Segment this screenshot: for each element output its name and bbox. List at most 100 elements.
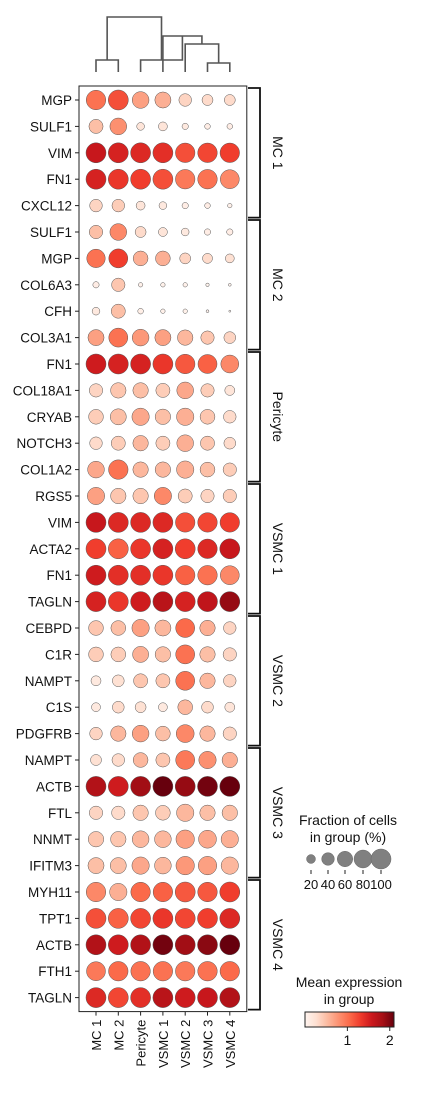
dot [109,117,127,136]
dot [111,805,126,820]
dot [158,702,168,712]
dot [197,169,218,190]
dot [182,308,188,314]
dot [200,489,215,503]
dot [131,856,150,875]
dot [137,308,144,315]
dot [177,699,193,715]
dot [89,383,103,398]
dot [176,460,195,479]
dot [223,437,236,450]
dot [198,830,217,849]
dot [108,776,129,797]
dot [112,701,125,714]
gene-label: SULF1 [30,225,72,240]
gene-label: MYH11 [28,885,72,900]
column-label: MC 1 [89,1020,104,1051]
dot [174,908,196,929]
dot [221,804,238,821]
dot [197,591,218,612]
dot [197,934,218,956]
dot [219,591,241,612]
dot [85,934,107,956]
dot [110,382,127,399]
dot [198,751,217,769]
dot [224,94,236,106]
dot [86,90,106,110]
gene-label: RGS5 [35,489,72,504]
dot [220,169,240,189]
dot [86,248,106,268]
dot [200,330,215,345]
gene-label: SULF1 [30,119,72,134]
dot [201,94,214,106]
group-bracket [248,615,261,747]
column-label: VSMC 3 [201,1020,216,1068]
dot [154,408,171,425]
dot [219,538,241,560]
dot [197,354,218,374]
dot [222,462,237,477]
dot [219,881,241,903]
dot [130,882,151,902]
dot [85,987,107,1008]
dot [152,591,174,612]
size-legend-title: Fraction of cells [299,812,397,828]
gene-label: CFH [44,304,72,319]
dot [175,512,196,533]
dot [219,987,241,1008]
dot [182,282,188,288]
dot [130,776,151,797]
dot [108,327,129,348]
dot [204,228,211,236]
dot [219,961,240,982]
dot [175,565,196,586]
dot [158,227,168,237]
dot [224,701,236,713]
dot [152,961,173,982]
dot [132,804,149,821]
gene-label: VIM [48,146,72,161]
dot [108,961,129,982]
column-label: VSMC 2 [178,1020,193,1068]
dot [110,620,126,636]
dot [152,512,174,533]
dot [152,353,174,375]
dot [108,908,129,929]
gene-label: CXCL12 [21,199,72,214]
gene-label: COL6A3 [20,278,72,293]
dot [223,331,236,344]
dot [132,382,149,399]
size-legend-label: 100 [370,877,392,892]
dot [223,621,237,635]
dot [219,776,241,797]
dot [154,91,172,109]
dot [85,142,107,164]
dot [197,512,218,533]
dot [174,591,196,612]
dot [176,381,194,400]
gene-label: ACTB [36,938,72,953]
dot [225,253,235,264]
dot [226,123,233,130]
gene-label: NNMT [33,832,72,847]
dot [197,908,218,929]
dot [152,776,174,797]
group-bracket [248,351,261,483]
dot [91,702,101,712]
dot [176,407,195,426]
dot [85,591,107,612]
dot [130,591,151,612]
dot [176,724,195,743]
dot [202,253,213,264]
gene-label: IFITM3 [29,859,72,874]
colorbar-tick-label: 2 [386,1032,394,1048]
group-bracket [248,219,261,351]
dot [204,202,211,209]
dot [130,908,151,929]
size-legend-dot [306,854,316,864]
group-label: VSMC 4 [270,919,286,971]
dot [152,538,174,560]
dot [199,646,216,663]
